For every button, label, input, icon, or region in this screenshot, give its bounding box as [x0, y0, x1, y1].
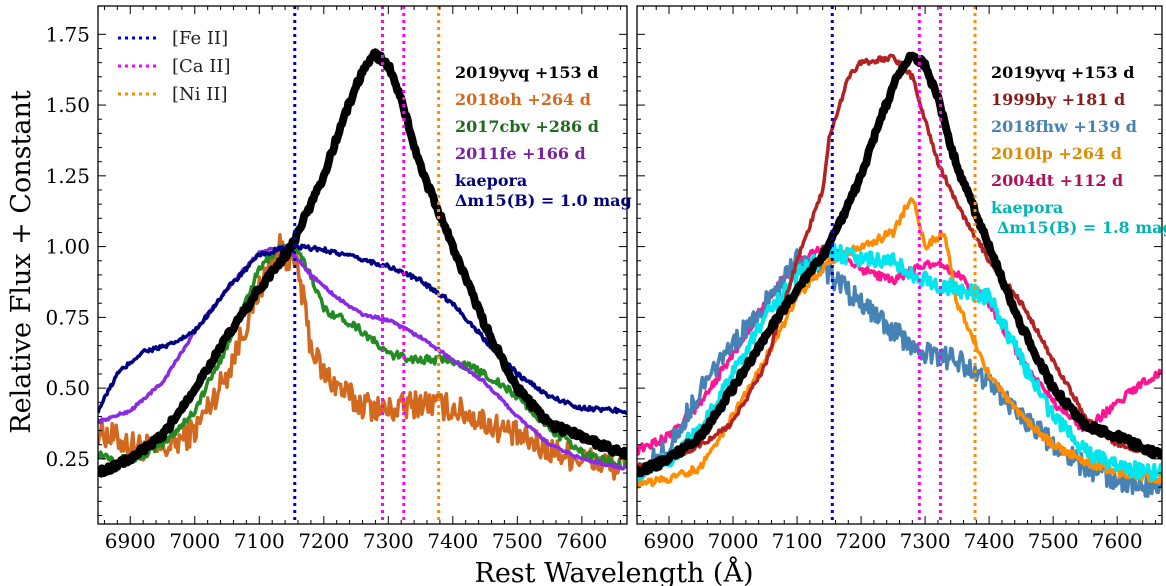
spectrum-line: [98, 232, 627, 481]
annotation-label: 2019yvq +153 d: [455, 63, 598, 82]
x-tick-label: 7300: [363, 529, 414, 553]
x-tick-label: 7200: [836, 529, 887, 553]
x-tick-label: 7100: [234, 529, 285, 553]
legend-label: [Ni II]: [172, 84, 228, 105]
y-tick-label: 1.50: [45, 93, 90, 117]
x-tick-label: 7600: [1092, 529, 1143, 553]
series-group: [98, 48, 627, 481]
x-axis-title: Rest Wavelength (Å): [474, 556, 753, 586]
annotation-label: 2011fe +166 d: [455, 144, 586, 163]
annotations: 2019yvq +153 d 1999by +181 d 2018fhw +139 …: [991, 63, 1166, 237]
x-tick-label: 7100: [772, 529, 823, 553]
annotation-label: 2018fhw +139 d: [991, 117, 1137, 136]
spectrum-line: [637, 51, 1162, 478]
annotation-label: kaepora: [991, 198, 1063, 217]
y-tick-label: 0.25: [45, 447, 90, 471]
y-tick-label: 0.50: [45, 376, 90, 400]
legend-label: [Fe II]: [172, 28, 228, 49]
y-axis-title: Relative Flux + Constant: [6, 90, 37, 434]
panel-left: 6900 7000 7100 7200 7300 7400 7500 7600 0.25 0.50…: [45, 5, 632, 553]
spectrum-line: [637, 53, 1162, 472]
annotation-label: kaepora: [455, 171, 527, 190]
annotation-label: 2019yvq +153 d: [991, 63, 1134, 82]
x-tick-label: 7000: [708, 529, 759, 553]
x-tick-label: 6900: [105, 529, 156, 553]
y-tick-label: 1.75: [45, 22, 90, 46]
x-tick-label: 7400: [427, 529, 478, 553]
ticks: [98, 6, 627, 524]
x-tick-label: 7600: [556, 529, 607, 553]
annotations: 2019yvq +153 d 2018oh +264 d 2017cbv +286 …: [455, 63, 632, 210]
x-tick-label: 7500: [492, 529, 543, 553]
x-tick-label: 6900: [644, 529, 695, 553]
x-tick-label: 7200: [298, 529, 349, 553]
series-group: [637, 51, 1162, 498]
panel-right: 6900 7000 7100 7200 7300 7400 7500 7600 2019yvq …: [636, 5, 1166, 553]
x-tick-label: 7500: [1028, 529, 1079, 553]
x-tick-label: 7000: [169, 529, 220, 553]
annotation-label: Δm15(B) = 1.0 mag: [455, 191, 632, 210]
x-tick-label: 7400: [964, 529, 1015, 553]
legend-label: [Ca II]: [172, 56, 231, 77]
y-tick-label: 1.00: [45, 235, 90, 259]
annotation-label: 2018oh +264 d: [455, 90, 591, 109]
y-tick-label: 1.25: [45, 164, 90, 188]
ticks: [637, 6, 1162, 524]
spectrum-line: [98, 244, 627, 471]
spectrum-line: [637, 248, 1162, 498]
x-tick-label: 7300: [900, 529, 951, 553]
annotation-label: 1999by +181 d: [991, 90, 1125, 109]
annotation-label: 2004dt +112 d: [991, 171, 1123, 190]
annotation-label: 2010lp +264 d: [991, 144, 1122, 163]
spectrum-line: [98, 48, 627, 479]
spectrum-line: [98, 242, 627, 415]
annotation-label: 2017cbv +286 d: [455, 117, 599, 136]
legend: [Fe II] [Ca II] [Ni II]: [118, 28, 231, 105]
annotation-label: Δm15(B) = 1.8 mag: [997, 218, 1166, 237]
spectrum-line: [637, 243, 1162, 483]
y-tick-label: 0.75: [45, 305, 90, 329]
